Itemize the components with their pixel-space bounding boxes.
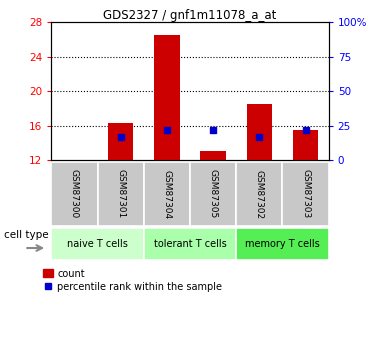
Text: cell type: cell type (4, 230, 48, 240)
Text: memory T cells: memory T cells (245, 239, 320, 249)
Bar (293, 130, 318, 160)
Bar (190, 162, 236, 226)
Bar (51, 228, 144, 260)
Bar (247, 104, 272, 160)
Legend: count, percentile rank within the sample: count, percentile rank within the sample (43, 269, 222, 292)
Text: GSM87302: GSM87302 (255, 169, 264, 219)
Bar (154, 35, 180, 160)
Bar (98, 162, 144, 226)
Text: GSM87303: GSM87303 (301, 169, 310, 219)
Text: tolerant T cells: tolerant T cells (154, 239, 226, 249)
Bar (200, 150, 226, 160)
Bar (144, 162, 190, 226)
Text: GSM87300: GSM87300 (70, 169, 79, 219)
Text: GSM87305: GSM87305 (209, 169, 218, 219)
Bar (51, 162, 98, 226)
Text: GSM87304: GSM87304 (162, 169, 171, 219)
Bar (144, 228, 236, 260)
Bar (108, 123, 133, 160)
Bar (282, 162, 329, 226)
Bar (236, 162, 282, 226)
Bar (236, 228, 329, 260)
Text: naive T cells: naive T cells (67, 239, 128, 249)
Text: GSM87301: GSM87301 (116, 169, 125, 219)
Text: GDS2327 / gnf1m11078_a_at: GDS2327 / gnf1m11078_a_at (103, 9, 277, 22)
